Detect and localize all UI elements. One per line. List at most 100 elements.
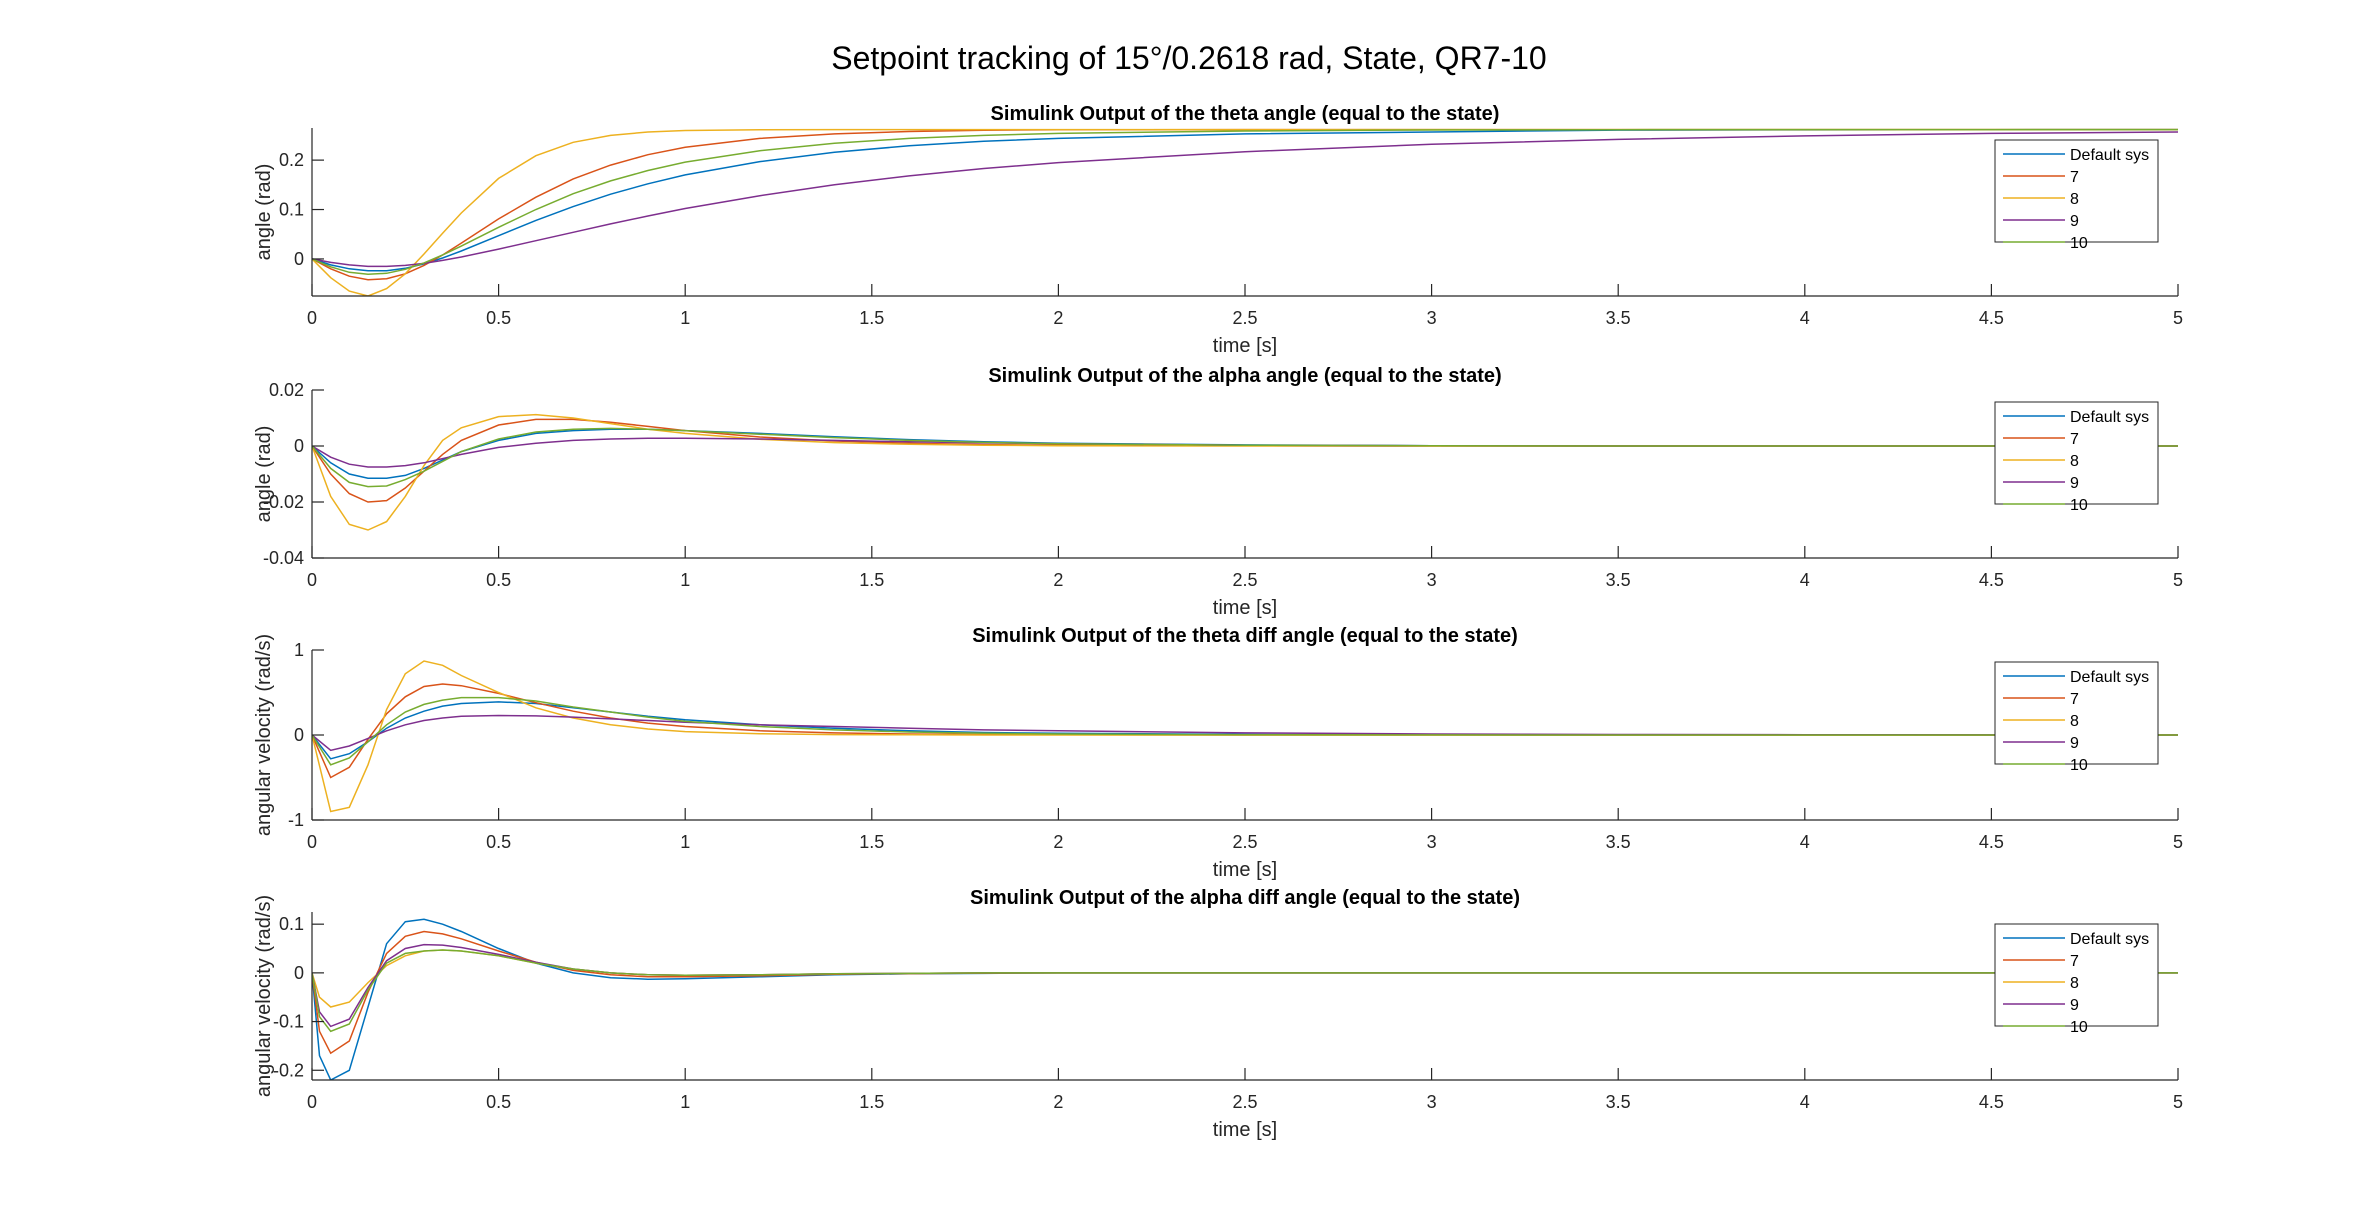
subplot-title: Simulink Output of the theta angle (equa…: [991, 103, 1500, 125]
y-tick-label: 0: [294, 725, 304, 745]
y-tick-label: 0.1: [279, 200, 304, 220]
y-tick-label: 0.1: [279, 914, 304, 934]
series-line-9: [312, 437, 2178, 468]
legend-entry: 10: [2070, 1019, 2088, 1036]
y-axis-label: angle (rad): [253, 164, 275, 261]
x-tick-label: 3.5: [1606, 570, 1631, 590]
y-tick-label: -1: [288, 810, 304, 830]
series-line-default-sys: [312, 918, 2178, 1080]
legend-entry: 10: [2070, 757, 2088, 774]
x-tick-label: 0: [307, 308, 317, 328]
series-group: [312, 413, 2178, 531]
legend: Default sys 7 8 9 10: [1994, 401, 2159, 514]
x-tick-label: 2.5: [1232, 832, 1257, 852]
x-tick-label: 1.5: [859, 570, 884, 590]
x-tick-label: 2: [1053, 1092, 1063, 1112]
x-tick-label: 4.5: [1979, 570, 2004, 590]
x-tick-label: 1.5: [859, 1092, 884, 1112]
legend-entry: 9: [2070, 475, 2079, 492]
x-axis-label: time [s]: [1213, 335, 1277, 357]
legend-entry: Default sys: [2070, 669, 2149, 686]
series-line-default-sys: [312, 128, 2178, 272]
subplot-2: 0 0.5 1 1.5 2 2.5 3 3.5 4 4.5 5 -0.04 -0.02 0 0.02 Simu…: [253, 365, 2183, 619]
subplot-title: Simulink Output of the alpha angle (equa…: [988, 365, 1501, 387]
x-tick-label: 4: [1800, 308, 1810, 328]
x-tick-label: 5: [2173, 308, 2183, 328]
y-tick-label: -0.02: [263, 492, 304, 512]
legend-entry: 7: [2070, 691, 2079, 708]
legend-entry: 10: [2070, 497, 2088, 514]
legend-entry: 7: [2070, 953, 2079, 970]
subplot-4: 0 0.5 1 1.5 2 2.5 3 3.5 4 4.5 5 -0.2 -0.1 0 0.1 Simulin…: [253, 887, 2183, 1141]
x-tick-label: 0.5: [486, 1092, 511, 1112]
y-tick-label: 1: [294, 640, 304, 660]
x-tick-label: 3.5: [1606, 832, 1631, 852]
legend-box: [1994, 139, 2159, 243]
x-tick-label: 0.5: [486, 570, 511, 590]
series-line-default-sys: [312, 428, 2178, 479]
series-group: [312, 128, 2178, 296]
legend-entry: 9: [2070, 213, 2079, 230]
y-tick-label: 0: [294, 249, 304, 269]
series-line-10: [312, 427, 2178, 488]
x-tick-label: 3: [1427, 1092, 1437, 1112]
legend-box: [1994, 401, 2159, 505]
figure-title: Setpoint tracking of 15°/0.2618 rad, Sta…: [831, 40, 1547, 76]
series-line-10: [312, 949, 2178, 1033]
series-line-8: [312, 660, 2178, 813]
legend: Default sys 7 8 9 10: [1994, 923, 2159, 1036]
legend-entry: 9: [2070, 997, 2079, 1014]
series-group: [312, 918, 2178, 1080]
y-axis-label: angular velocity (rad/s): [253, 895, 275, 1097]
y-tick-label: -0.1: [273, 1012, 304, 1032]
series-line-8: [312, 128, 2178, 296]
x-tick-label: 1: [680, 570, 690, 590]
subplot-title: Simulink Output of the theta diff angle …: [972, 625, 1518, 647]
legend-entry: 8: [2070, 191, 2079, 208]
x-tick-label: 1: [680, 308, 690, 328]
x-tick-label: 4: [1800, 832, 1810, 852]
x-tick-label: 5: [2173, 570, 2183, 590]
y-tick-label: 0.02: [269, 380, 304, 400]
x-tick-label: 4: [1800, 1092, 1810, 1112]
x-tick-label: 2.5: [1232, 308, 1257, 328]
x-tick-label: 4.5: [1979, 832, 2004, 852]
legend-entry: 8: [2070, 453, 2079, 470]
x-tick-label: 3: [1427, 832, 1437, 852]
x-tick-label: 5: [2173, 832, 2183, 852]
subplot-1: 0 0.5 1 1.5 2 2.5 3 3.5 4 4.5 5 0 0.1 0.2 Simulink Out…: [253, 103, 2183, 357]
y-tick-label: 0: [294, 963, 304, 983]
x-tick-label: 3: [1427, 308, 1437, 328]
legend-box: [1994, 923, 2159, 1027]
series-line-7: [312, 683, 2178, 779]
legend: Default sys 7 8 9 10: [1994, 661, 2159, 774]
x-tick-label: 1.5: [859, 308, 884, 328]
x-tick-label: 4: [1800, 570, 1810, 590]
series-line-8: [312, 413, 2178, 531]
x-tick-label: 1: [680, 832, 690, 852]
x-tick-label: 5: [2173, 1092, 2183, 1112]
y-tick-label: -0.2: [273, 1060, 304, 1080]
x-tick-label: 1: [680, 1092, 690, 1112]
x-tick-label: 2: [1053, 308, 1063, 328]
x-tick-label: 2: [1053, 570, 1063, 590]
legend-entry: Default sys: [2070, 147, 2149, 164]
x-tick-label: 0.5: [486, 308, 511, 328]
legend-entry: 8: [2070, 713, 2079, 730]
series-line-10: [312, 696, 2178, 766]
y-axis-label: angular velocity (rad/s): [253, 634, 275, 836]
series-line-9: [312, 131, 2178, 268]
series-line-default-sys: [312, 701, 2178, 760]
series-group: [312, 660, 2178, 813]
x-axis-label: time [s]: [1213, 1119, 1277, 1141]
x-tick-label: 1.5: [859, 832, 884, 852]
y-tick-label: -0.04: [263, 548, 304, 568]
legend: Default sys 7 8 9 10: [1994, 139, 2159, 252]
x-tick-label: 0: [307, 832, 317, 852]
x-tick-label: 2.5: [1232, 1092, 1257, 1112]
legend-entry: 8: [2070, 975, 2079, 992]
x-tick-label: 0: [307, 570, 317, 590]
x-tick-label: 3.5: [1606, 1092, 1631, 1112]
